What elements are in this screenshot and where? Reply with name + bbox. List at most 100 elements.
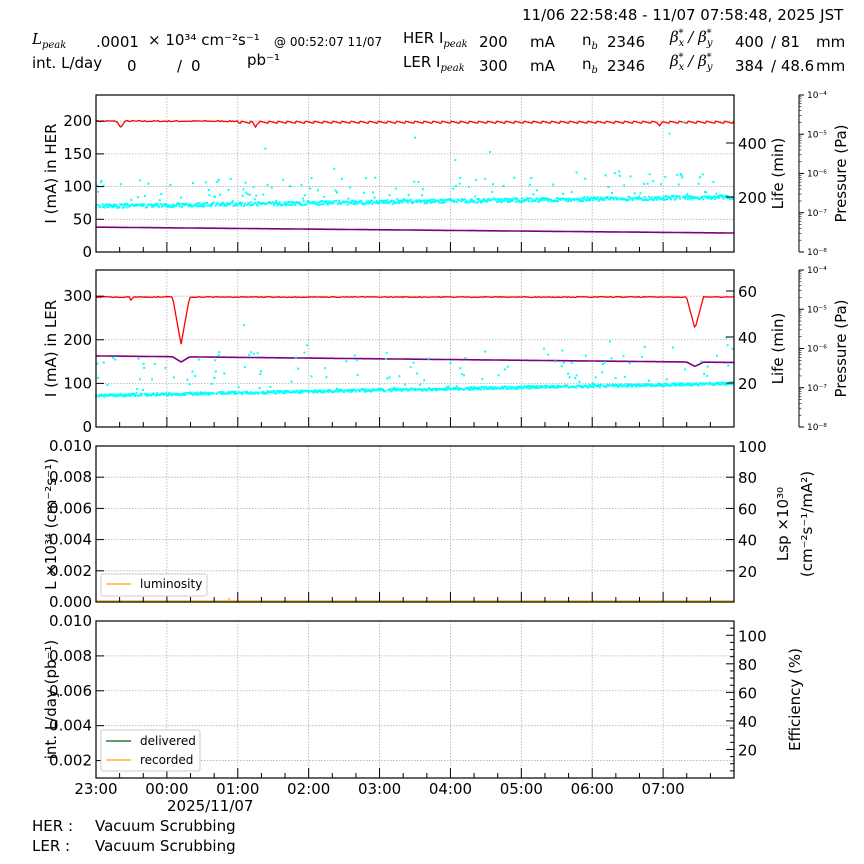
her-status: Vacuum Scrubbing [95,817,236,835]
svg-text:0.008: 0.008 [49,468,92,486]
svg-text:0.000: 0.000 [49,593,92,611]
svg-text:02:00: 02:00 [287,780,330,798]
svg-text:20: 20 [738,741,757,759]
her-beta-y: / 81 [771,33,800,51]
svg-text:L ×10³⁴ (cm⁻²s⁻¹): L ×10³⁴ (cm⁻²s⁻¹) [42,458,60,590]
her-ipeak-value: 200 [479,33,508,51]
svg-text:80: 80 [738,656,757,674]
svg-text:00:00: 00:00 [145,780,188,798]
svg-text:100: 100 [63,374,92,392]
svg-text:Life (min): Life (min) [769,313,787,385]
svg-text:10⁻⁶: 10⁻⁶ [807,170,827,180]
svg-text:0.002: 0.002 [49,752,92,770]
svg-text:40: 40 [738,532,757,550]
ler-ipeak-unit: mA [530,57,555,75]
lpeak-value: .0001 [96,33,139,51]
svg-text:200: 200 [63,112,92,130]
lpeak-unit: × 10³⁴ cm⁻²s⁻¹ [148,31,260,49]
svg-text:100: 100 [738,627,767,645]
svg-text:20: 20 [738,375,757,393]
her-ipeak-label: HER Ipeak [403,29,468,50]
ler-beta-y: / 48.6 [771,57,815,75]
svg-text:07:00: 07:00 [641,780,684,798]
ler-nb-value: 2346 [607,57,646,75]
intl-label: int. L/day [32,54,103,72]
svg-text:100: 100 [63,178,92,196]
svg-text:10⁻⁴: 10⁻⁴ [807,266,827,276]
svg-text:Pressure (Pa): Pressure (Pa) [832,124,850,222]
svg-text:300: 300 [63,287,92,305]
intl-unit: pb⁻¹ [247,51,280,69]
ler-status-label: LER : [32,837,71,855]
her-status-label: HER : [32,817,74,835]
svg-text:0.006: 0.006 [49,499,92,517]
ler-ipeak-label: LER Ipeak [403,53,465,74]
svg-text:150: 150 [63,145,92,163]
time-range: 11/06 22:58:48 - 11/07 07:58:48, 2025 JS… [522,6,844,24]
svg-text:Pressure (Pa): Pressure (Pa) [832,299,850,397]
lpeak-time: @ 00:52:07 11/07 [274,35,383,49]
data-series [95,119,735,602]
svg-text:40: 40 [738,713,757,731]
svg-text:05:00: 05:00 [500,780,543,798]
svg-text:10⁻⁷: 10⁻⁷ [807,384,827,394]
svg-text:50: 50 [73,210,92,228]
ler-beta-x: 384 [735,57,764,75]
ler-status: Vacuum Scrubbing [95,837,236,855]
intl-sep: / [177,57,183,75]
her-beta-unit: mm [816,33,846,51]
svg-text:200: 200 [738,189,767,207]
svg-text:60: 60 [738,684,757,702]
svg-text:I (mA) in HER: I (mA) in HER [42,123,60,223]
intl-delivered: 0 [127,57,137,75]
svg-text:luminosity: luminosity [140,577,202,591]
svg-text:Lsp ×10³⁰: Lsp ×10³⁰ [774,487,792,561]
svg-text:80: 80 [738,469,757,487]
svg-text:40: 40 [738,329,757,347]
svg-text:(cm⁻²s⁻¹/mA²): (cm⁻²s⁻¹/mA²) [798,471,816,577]
lpeak-label: Lpeak [32,30,67,51]
svg-text:0: 0 [82,243,92,261]
svg-text:10⁻⁵: 10⁻⁵ [807,130,827,140]
svg-text:recorded: recorded [140,753,193,767]
svg-text:23:00: 23:00 [74,780,117,798]
her-ipeak-unit: mA [530,33,555,51]
svg-text:0.006: 0.006 [49,682,92,700]
svg-text:delivered: delivered [140,734,196,748]
svg-text:200: 200 [63,331,92,349]
ler-beta-label: βx* / βy* [670,52,713,73]
svg-text:01:00: 01:00 [216,780,259,798]
her-beta-x: 400 [735,33,764,51]
svg-text:400: 400 [738,135,767,153]
svg-text:100: 100 [738,438,767,456]
ler-beta-unit: mm [816,57,846,75]
intl-recorded: 0 [191,57,201,75]
svg-text:int. L/day (pb⁻¹): int. L/day (pb⁻¹) [42,640,60,760]
her-beta-label: βx* / βy* [670,28,713,49]
svg-text:0.010: 0.010 [49,612,92,630]
her-nb-label: nb [582,31,598,52]
svg-text:0.002: 0.002 [49,562,92,580]
svg-text:0: 0 [82,418,92,436]
svg-text:10⁻⁶: 10⁻⁶ [807,345,827,355]
her-nb-value: 2346 [607,33,646,51]
svg-text:60: 60 [738,283,757,301]
svg-text:03:00: 03:00 [358,780,401,798]
ler-nb-label: nb [582,55,598,76]
date-label: 2025/11/07 [167,797,254,815]
svg-text:06:00: 06:00 [571,780,614,798]
svg-text:Efficiency (%): Efficiency (%) [786,648,804,751]
svg-text:04:00: 04:00 [429,780,472,798]
svg-text:10⁻⁷: 10⁻⁷ [807,209,827,219]
svg-text:0.004: 0.004 [49,531,92,549]
svg-text:20: 20 [738,563,757,581]
svg-text:Life (min): Life (min) [769,138,787,210]
svg-text:60: 60 [738,500,757,518]
svg-text:I (mA) in LER: I (mA) in LER [42,300,60,397]
svg-text:10⁻⁸: 10⁻⁸ [807,423,827,433]
svg-text:0.010: 0.010 [49,437,92,455]
svg-text:10⁻⁵: 10⁻⁵ [807,305,827,315]
svg-text:0.008: 0.008 [49,647,92,665]
